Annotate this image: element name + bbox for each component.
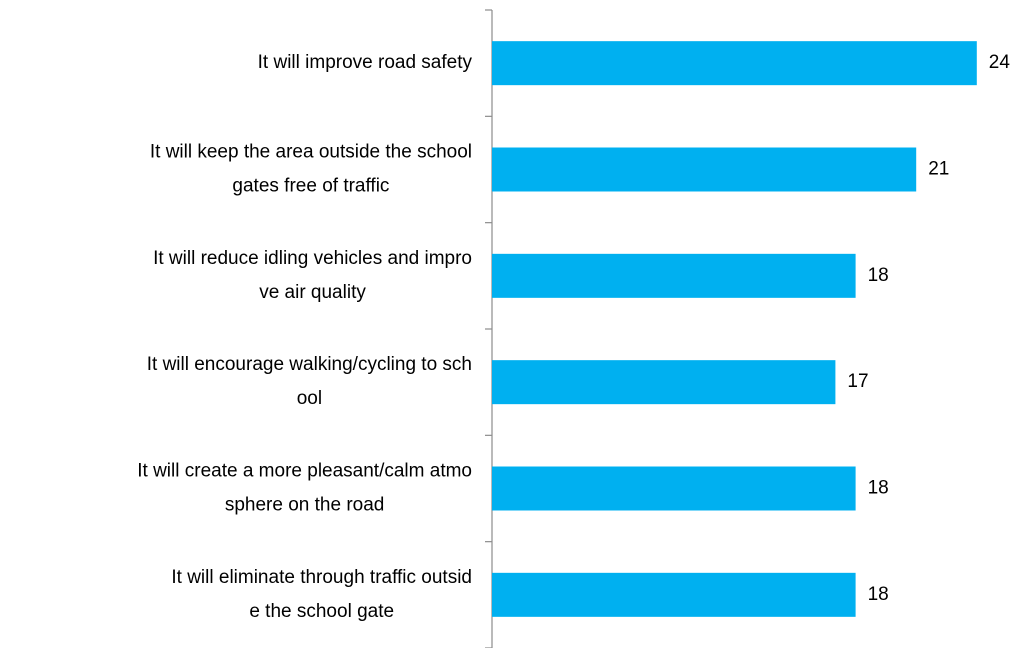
bar <box>492 466 856 511</box>
value-label: 18 <box>868 478 889 499</box>
bar <box>492 253 856 298</box>
value-label: 17 <box>847 371 868 392</box>
category-label: It will keep the area outside the school <box>150 142 472 163</box>
category-label: gates free of traffic <box>232 176 389 197</box>
category-label: It will create a more pleasant/calm atmo <box>137 461 472 482</box>
category-label: It will reduce idling vehicles and impro <box>153 248 472 269</box>
value-label: 21 <box>928 159 949 180</box>
bar <box>492 147 917 192</box>
category-label: ve air quality <box>259 282 366 303</box>
category-label: It will encourage walking/cycling to sch <box>147 354 472 375</box>
category-label: sphere on the road <box>225 495 385 516</box>
category-label: e the school gate <box>249 601 394 622</box>
bar <box>492 41 977 86</box>
bar <box>492 572 856 617</box>
value-label: 18 <box>868 584 889 605</box>
category-label: It will improve road safety <box>258 52 473 73</box>
bar <box>492 360 836 405</box>
category-label: ool <box>297 388 322 409</box>
value-label: 24 <box>989 52 1011 73</box>
value-label: 18 <box>868 265 889 286</box>
category-label: It will eliminate through traffic outsid <box>171 567 472 588</box>
